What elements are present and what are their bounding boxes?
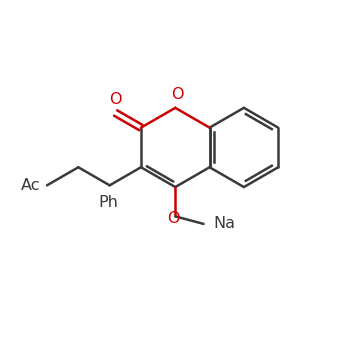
Text: Ac: Ac xyxy=(21,178,41,193)
Text: O: O xyxy=(109,92,122,107)
Text: O: O xyxy=(171,87,183,101)
Text: Na: Na xyxy=(213,216,235,231)
Text: O: O xyxy=(167,211,180,225)
Text: Ph: Ph xyxy=(98,195,118,210)
